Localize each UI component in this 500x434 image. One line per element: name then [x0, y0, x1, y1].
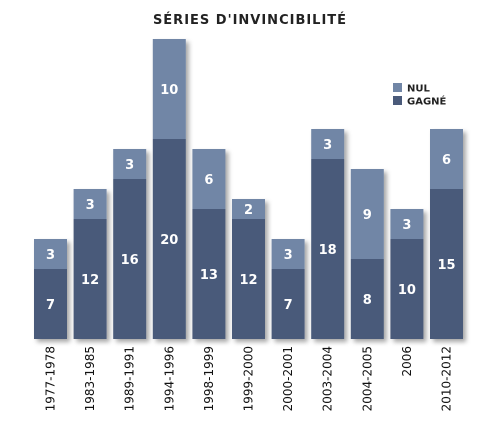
bars-group: 7 3 12 3 16 3 20 10 13 6 12 2 7 3 18 3 8 9 10 3 15 6 — [34, 39, 463, 339]
x-tick-label: 2004-2005 — [360, 346, 374, 411]
bar-value-label: 3 — [86, 198, 95, 213]
bar-stack — [271, 239, 305, 339]
bar-value-label: 6 — [204, 173, 213, 188]
bar-stack — [152, 39, 186, 339]
bar-value-label: 7 — [46, 298, 55, 313]
bar-value-label: 13 — [200, 268, 218, 283]
bar-value-label: 15 — [437, 258, 455, 273]
bar-value-label: 2 — [244, 203, 253, 218]
bar-nul — [232, 199, 265, 219]
x-tick-label: 1998-1999 — [202, 346, 216, 411]
bar-gagne — [311, 159, 345, 339]
bar-value-label: 10 — [398, 283, 416, 298]
bar-nul — [34, 239, 67, 269]
bar-gagne — [152, 139, 186, 339]
bar-stack — [430, 129, 463, 339]
bar-stack — [113, 149, 147, 339]
bar-gagne — [232, 219, 265, 339]
bar-nul — [350, 169, 384, 259]
bar-gagne — [430, 189, 463, 339]
bar-nul — [271, 239, 305, 269]
bar-value-label: 3 — [46, 248, 55, 263]
bar-value-label: 3 — [284, 248, 293, 263]
bar-nul — [390, 209, 424, 239]
bar-stack — [34, 239, 67, 339]
bar-value-label: 3 — [323, 138, 332, 153]
legend-label: GAGNÉ — [407, 95, 447, 108]
bar-gagne — [192, 209, 226, 339]
x-tick-label: 2003-2004 — [321, 346, 335, 411]
bar-nul — [430, 129, 463, 189]
bar-gagne — [271, 269, 305, 339]
bar-stack — [350, 169, 384, 339]
bar-value-label: 6 — [442, 153, 451, 168]
bar-value-label: 18 — [319, 243, 337, 258]
bar-nul — [311, 129, 345, 159]
bar-stack — [390, 209, 424, 339]
x-tick-label: 1989-1991 — [123, 346, 137, 411]
bar-value-label: 8 — [363, 293, 372, 308]
x-tick-label: 1977-1978 — [44, 346, 58, 411]
bar-stack — [192, 149, 226, 339]
bar-stack — [232, 199, 265, 339]
bar-stack — [73, 189, 107, 339]
x-tick-label: 1983-1985 — [83, 346, 97, 411]
bar-value-label: 9 — [363, 208, 372, 223]
bar-value-label: 3 — [402, 218, 411, 233]
legend-swatch — [393, 83, 402, 92]
x-tick-label: 2006 — [400, 346, 414, 377]
x-tick-label: 2000-2001 — [281, 346, 295, 411]
bar-gagne — [73, 219, 107, 339]
bar-nul — [192, 149, 226, 209]
x-tick-label: 1994-1996 — [162, 346, 176, 411]
bar-gagne — [34, 269, 67, 339]
bar-value-label: 10 — [160, 83, 178, 98]
legend-label: NUL — [407, 84, 430, 95]
bar-value-label: 7 — [284, 298, 293, 313]
chart-title: SÉRIES D'INVINCIBILITÉ — [153, 12, 347, 28]
x-tick-labels: 1977-1978 1983-1985 1989-1991 1994-1996 1998… — [44, 346, 454, 411]
bar-gagne — [390, 239, 424, 339]
bar-value-label: 16 — [121, 253, 139, 268]
x-tick-label: 1999-2000 — [242, 346, 256, 411]
bar-nul — [152, 39, 186, 139]
bar-value-label: 3 — [125, 158, 134, 173]
bar-nul — [73, 189, 107, 219]
bar-value-label: 12 — [239, 273, 257, 288]
legend-swatch — [393, 96, 402, 105]
bar-value-label: 20 — [160, 233, 178, 248]
bar-gagne — [113, 179, 147, 339]
bar-gagne — [350, 259, 384, 339]
bar-stack — [311, 129, 345, 339]
bar-value-label: 12 — [81, 273, 99, 288]
bar-nul — [113, 149, 147, 179]
x-tick-label: 2010-2012 — [440, 346, 454, 411]
